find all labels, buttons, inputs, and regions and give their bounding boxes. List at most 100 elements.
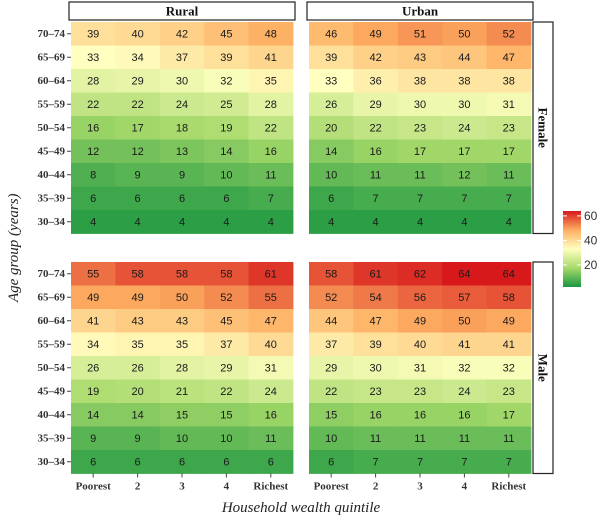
y-axis-title: Age group (years): [6, 193, 22, 303]
heatmap-cell: [353, 450, 399, 474]
cell-value-label: 49: [369, 28, 381, 40]
y-tick-label: 60–64: [38, 315, 66, 327]
cell-value-label: 16: [458, 409, 470, 421]
y-tick-label: 45–49: [38, 145, 66, 157]
cell-value-label: 7: [268, 193, 274, 205]
cell-value-label: 30: [176, 75, 188, 87]
cell-value-label: 8: [90, 169, 96, 181]
heatmap-cell: [353, 332, 399, 357]
cell-value-label: 10: [325, 433, 337, 445]
heatmap-cell: [159, 332, 205, 357]
cell-value-label: 19: [220, 122, 232, 134]
heatmap-cell: [486, 403, 532, 427]
heatmap-cell: [71, 210, 116, 234]
x-tick-label: 2: [135, 481, 141, 493]
cell-value-label: 9: [90, 433, 96, 445]
heatmap-cell: [71, 285, 116, 310]
cell-value-label: 10: [220, 433, 232, 445]
heatmap-cell: [309, 210, 354, 234]
panel-male-urban: 58 61 62 64 64 52 54 56 57 58 44 47 49 50 49 37 39 40 41 41…: [309, 262, 532, 474]
heatmap-cell: [115, 163, 161, 187]
cell-value-label: 39: [220, 52, 232, 64]
color-legend-bar: [563, 211, 581, 287]
cell-value-label: 6: [90, 193, 96, 205]
cell-value-label: 46: [325, 28, 337, 40]
heatmap-cell: [397, 356, 443, 380]
y-tick-label: 70–74: [38, 268, 66, 280]
cell-value-label: 29: [369, 99, 381, 111]
heatmap-cell: [159, 450, 205, 474]
cell-value-label: 17: [131, 122, 143, 134]
heatmap-cell: [353, 285, 399, 310]
heatmap-cell: [309, 116, 354, 140]
cell-value-label: 11: [414, 433, 425, 445]
cell-value-label: 42: [176, 28, 188, 40]
cell-value-label: 34: [131, 52, 143, 64]
cell-value-label: 6: [268, 456, 274, 468]
heatmap-cell: [486, 450, 532, 474]
cell-value-label: 58: [503, 292, 515, 304]
cell-value-label: 11: [370, 169, 381, 181]
heatmap-cell: [442, 22, 487, 46]
legend-tick-label: 60: [584, 209, 598, 223]
cell-value-label: 32: [220, 75, 232, 87]
heatmap-cell: [442, 262, 487, 286]
heatmap-cell: [159, 210, 205, 234]
cell-value-label: 49: [87, 292, 99, 304]
heatmap-cell: [442, 309, 487, 333]
heatmap-cell: [248, 116, 294, 140]
heatmap-cell: [397, 186, 443, 211]
cell-value-label: 4: [223, 216, 229, 228]
heatmap-cell: [115, 92, 161, 117]
heatmap-cell: [248, 332, 294, 357]
heatmap-cell: [486, 309, 532, 333]
cell-value-label: 55: [265, 292, 277, 304]
cell-value-label: 4: [461, 216, 467, 228]
row-strip-female: [532, 21, 554, 235]
heatmap-cell: [71, 356, 116, 380]
cell-value-label: 33: [87, 52, 99, 64]
cell-value-label: 37: [325, 339, 337, 351]
heatmap-cell: [248, 45, 294, 70]
cell-value-label: 32: [458, 362, 470, 374]
cell-value-label: 4: [90, 216, 96, 228]
heatmap-cell: [159, 262, 205, 286]
cell-value-label: 4: [179, 216, 185, 228]
cell-value-label: 58: [131, 268, 143, 280]
heatmap-cell: [71, 116, 116, 140]
heatmap-cell: [397, 403, 443, 427]
heatmap-cell: [442, 426, 487, 451]
cell-value-label: 30: [369, 362, 381, 374]
heatmap-cell: [397, 332, 443, 357]
cell-value-label: 17: [458, 146, 470, 158]
heatmap-cell: [442, 139, 487, 164]
cell-value-label: 37: [220, 339, 232, 351]
heatmap-cell: [353, 309, 399, 333]
heatmap-cell: [204, 285, 249, 310]
heatmap-cell: [204, 210, 249, 234]
heatmap-cell: [71, 45, 116, 70]
heatmap-cell: [204, 309, 249, 333]
cell-value-label: 43: [131, 315, 143, 327]
heatmap-cell: [159, 285, 205, 310]
x-tick-label: Richest: [253, 481, 288, 493]
heatmap-cell: [159, 186, 205, 211]
cell-value-label: 10: [176, 433, 188, 445]
heatmap-cell: [353, 210, 399, 234]
cell-value-label: 30: [458, 99, 470, 111]
cell-value-label: 64: [458, 268, 470, 280]
cell-value-label: 7: [461, 456, 467, 468]
cell-value-label: 28: [176, 362, 188, 374]
cell-value-label: 25: [220, 99, 232, 111]
cell-value-label: 6: [90, 456, 96, 468]
column-strip-label: Urban: [402, 4, 439, 19]
cell-value-label: 7: [417, 193, 423, 205]
cell-value-label: 11: [370, 433, 381, 445]
heatmap-cell: [397, 22, 443, 46]
cell-value-label: 35: [176, 339, 188, 351]
cell-value-label: 22: [265, 122, 277, 134]
cell-value-label: 23: [414, 122, 426, 134]
heatmap-cell: [71, 450, 116, 474]
y-tick-label: 55–59: [38, 338, 66, 350]
